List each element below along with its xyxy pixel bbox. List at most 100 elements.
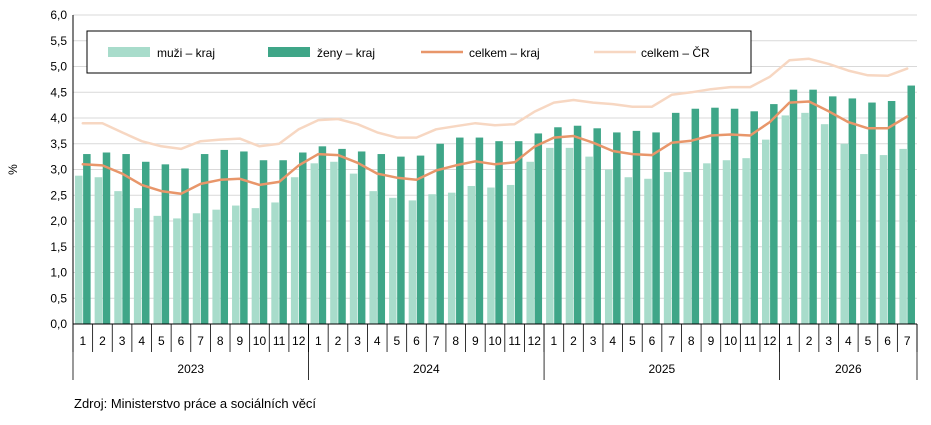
x-tick-label: 12: [528, 334, 542, 348]
bar-muzi: [349, 173, 358, 324]
x-tick-label: 1: [79, 334, 86, 348]
bar-zeny: [789, 89, 798, 324]
x-tick-label: 1: [551, 334, 558, 348]
bar-zeny: [711, 107, 719, 324]
x-tick-label: 2: [570, 334, 577, 348]
bar-zeny: [730, 108, 739, 324]
x-tick-label: 4: [845, 334, 852, 348]
bar-zeny: [83, 154, 91, 324]
bar-zeny: [181, 168, 189, 324]
bar-muzi: [447, 192, 456, 324]
year-label: 2025: [648, 362, 675, 376]
bar-zeny: [161, 164, 170, 324]
legend-label: muži – kraj: [157, 46, 215, 60]
x-tick-label: 8: [452, 334, 459, 348]
bar-zeny: [397, 156, 405, 324]
bar-muzi: [683, 172, 691, 324]
y-tick-label: 0,0: [50, 317, 67, 331]
bar-zeny: [279, 160, 287, 324]
bar-muzi: [506, 184, 515, 324]
bar-muzi: [565, 147, 574, 324]
y-tick-label: 6,0: [50, 8, 67, 22]
bar-muzi: [133, 208, 142, 324]
x-tick-label: 12: [763, 334, 777, 348]
bar-muzi: [75, 175, 83, 324]
bar-zeny: [632, 130, 641, 324]
x-tick-label: 5: [394, 334, 401, 348]
y-axis-label: %: [6, 164, 20, 175]
y-tick-label: 1,0: [50, 266, 67, 280]
year-label: 2024: [413, 362, 440, 376]
bar-zeny: [593, 128, 601, 324]
x-tick-label: 11: [744, 334, 757, 348]
bar-zeny: [338, 148, 346, 324]
x-tick-label: 6: [413, 334, 420, 348]
bar-zeny: [554, 127, 562, 325]
bar-muzi: [624, 177, 633, 324]
bar-zeny: [868, 102, 876, 324]
bar-zeny: [828, 96, 837, 325]
legend-swatch: [268, 47, 310, 57]
bar-muzi: [290, 177, 299, 324]
bar-muzi: [703, 163, 711, 324]
bar-muzi: [310, 163, 319, 324]
bar-muzi: [820, 124, 829, 325]
x-tick-label: 8: [217, 334, 224, 348]
legend-box: [86, 30, 752, 74]
legend-swatch: [108, 47, 150, 57]
x-tick-label: 3: [825, 334, 832, 348]
bar-muzi: [428, 194, 436, 324]
bar-zeny: [691, 108, 700, 324]
bar-zeny: [613, 132, 621, 324]
bar-zeny: [259, 160, 268, 324]
bar-muzi: [173, 218, 181, 324]
x-tick-label: 6: [649, 334, 656, 348]
bar-zeny: [573, 125, 582, 324]
x-tick-label: 7: [433, 334, 440, 348]
bar-zeny: [456, 137, 464, 324]
bar-muzi: [722, 160, 731, 324]
bar-zeny: [750, 111, 758, 325]
x-tick-label: 3: [590, 334, 597, 348]
bar-zeny: [240, 151, 248, 324]
x-tick-label: 6: [178, 334, 185, 348]
x-tick-label: 9: [708, 334, 715, 348]
bar-zeny: [652, 132, 660, 324]
bar-muzi: [899, 148, 907, 324]
x-tick-label: 3: [354, 334, 361, 348]
x-tick-label: 7: [668, 334, 675, 348]
line-celkem-cr: [81, 57, 909, 151]
x-tick-label: 5: [865, 334, 872, 348]
bar-zeny: [809, 89, 817, 324]
bar-muzi: [663, 172, 672, 324]
bar-zeny: [200, 154, 209, 324]
legend-label: ženy – kraj: [317, 46, 375, 60]
bar-zeny: [122, 154, 130, 324]
bar-muzi: [840, 143, 849, 324]
x-tick-label: 6: [884, 334, 891, 348]
bar-muzi: [801, 112, 809, 324]
bar-zeny: [514, 141, 523, 324]
bar-zeny: [848, 98, 857, 325]
y-tick-label: 3,5: [50, 137, 67, 151]
x-tick-label: 7: [904, 334, 911, 348]
legend-label: celkem – kraj: [469, 46, 540, 60]
bar-zeny: [534, 133, 543, 324]
bar-zeny: [887, 101, 896, 324]
x-tick-label: 5: [158, 334, 165, 348]
bar-muzi: [94, 177, 103, 324]
x-tick-label: 11: [273, 334, 286, 348]
bar-muzi: [192, 213, 201, 324]
x-tick-label: 4: [138, 334, 145, 348]
x-tick-label: 7: [197, 334, 204, 348]
x-tick-label: 9: [472, 334, 479, 348]
bar-muzi: [487, 187, 495, 324]
y-tick-label: 3,0: [50, 163, 67, 177]
x-tick-label: 1: [786, 334, 793, 348]
bar-muzi: [860, 154, 868, 324]
bar-muzi: [526, 161, 534, 324]
bar-zeny: [357, 151, 366, 324]
y-tick-label: 2,0: [50, 214, 67, 228]
y-tick-label: 5,5: [50, 34, 67, 48]
x-tick-label: 3: [119, 334, 126, 348]
